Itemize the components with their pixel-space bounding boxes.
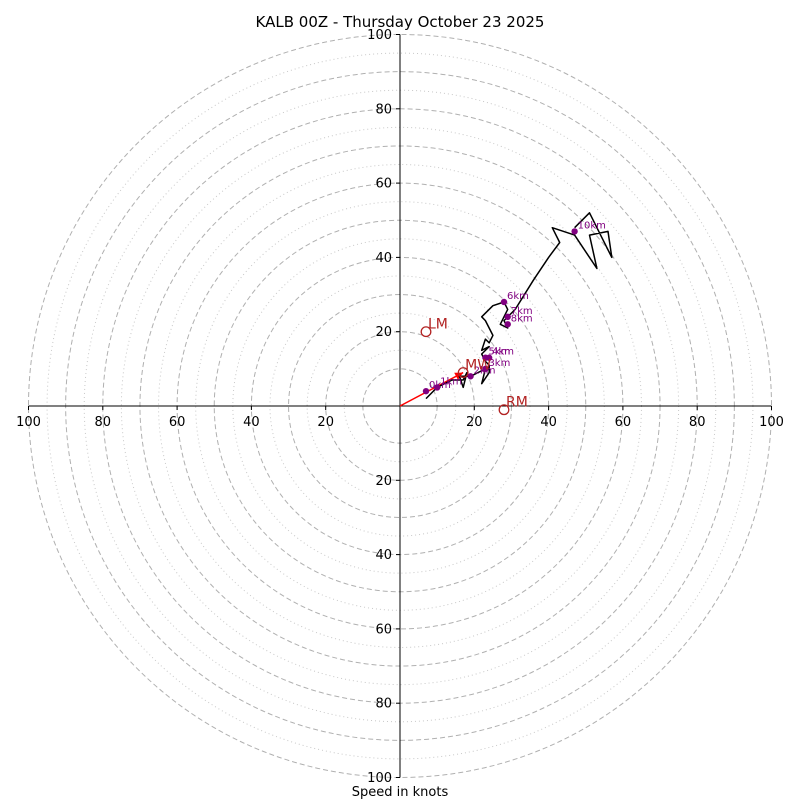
height-marker-point (504, 321, 511, 328)
x-tick-label: 80 (689, 415, 706, 430)
y-tick-label: 100 (367, 28, 392, 43)
height-marker-label: 0km (429, 380, 451, 391)
y-tick-label: 20 (375, 325, 392, 340)
chart-title: KALB 00Z - Thursday October 23 2025 (256, 13, 545, 31)
height-marker-point (571, 228, 578, 235)
x-tick-label: 80 (95, 415, 112, 430)
height-marker-label: 3km (488, 358, 510, 369)
storm-motion-left_mover-label: LM (428, 317, 448, 333)
y-tick-label: 80 (375, 697, 392, 712)
height-marker-label: 5km (488, 347, 510, 358)
y-tick-label: 80 (375, 102, 392, 117)
storm-motion-left_mover-point (420, 326, 432, 338)
height-marker-point (482, 354, 489, 361)
y-tick-label: 60 (375, 622, 392, 637)
x-tick-label: 100 (759, 415, 784, 430)
x-tick-label: 40 (243, 415, 260, 430)
height-marker-label: 6km (507, 291, 529, 302)
storm-motion-mean-point (457, 367, 469, 379)
height-marker-point (433, 384, 441, 391)
x-tick-label: 20 (466, 415, 483, 430)
x-tick-label: 60 (169, 415, 186, 430)
height-marker-point (504, 313, 511, 321)
storm-motion-markers: MW LM RM (420, 317, 528, 416)
mean-vector-line (399, 371, 464, 407)
x-tick-label: 20 (317, 415, 334, 430)
height-marker-point (482, 365, 489, 373)
height-marker-label: 4km (492, 347, 514, 358)
storm-motion-mean-label: MW (465, 358, 491, 374)
x-tick-label: 100 (16, 415, 41, 430)
height-marker-point (500, 298, 508, 306)
height-marker-label: 7km (511, 306, 533, 317)
tick-labels: 100 80 60 40 20 20 40 60 80 100 100 80 60 40 20 20 40 60 8… (16, 28, 784, 786)
height-markers: 0km1km2km3km4km5km6km7km8km10km (422, 220, 606, 395)
height-marker-point (422, 387, 430, 395)
x-axis-label: Speed in knots (352, 785, 449, 800)
height-marker-label: 1km (440, 376, 462, 387)
x-tick-label: 60 (615, 415, 632, 430)
y-tick-label: 40 (375, 548, 392, 563)
y-tick-label: 100 (367, 771, 392, 786)
y-tick-label: 20 (375, 474, 392, 489)
y-tick-label: 40 (375, 251, 392, 266)
x-tick-label: 40 (540, 415, 557, 430)
y-tick-label: 60 (375, 177, 392, 192)
height-marker-label: 10km (578, 220, 606, 231)
height-marker-label: 8km (511, 313, 533, 324)
height-marker-point (467, 373, 474, 380)
storm-motion-right_mover-label: RM (506, 395, 528, 411)
storm-motion-right_mover-point (498, 404, 510, 416)
